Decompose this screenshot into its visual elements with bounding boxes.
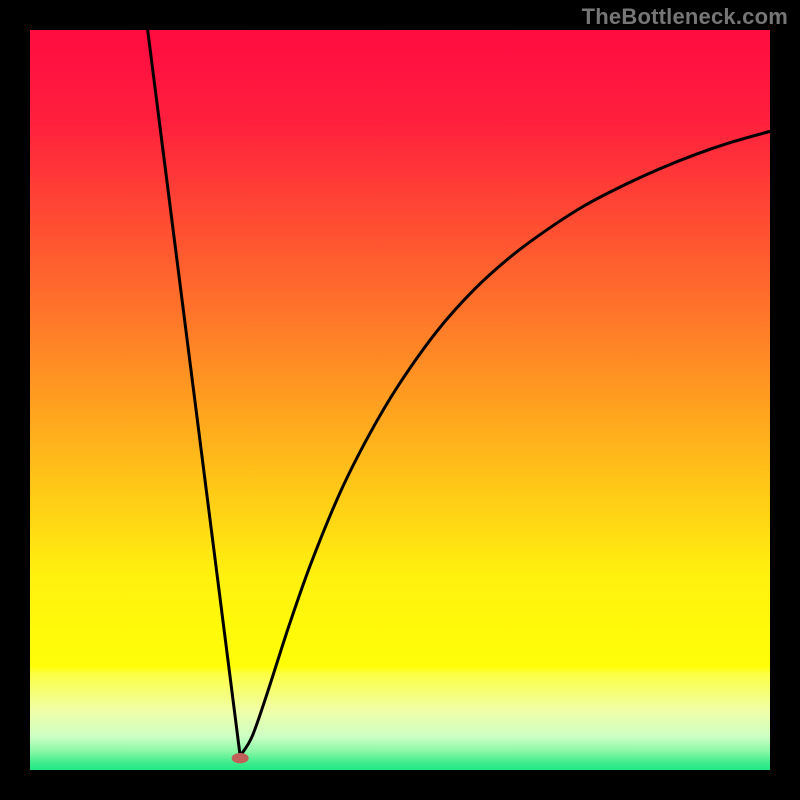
minimum-marker [232,753,249,763]
watermark-text: TheBottleneck.com [582,4,788,30]
bottleneck-chart [0,0,800,800]
chart-container: TheBottleneck.com [0,0,800,800]
plot-background [30,30,770,770]
